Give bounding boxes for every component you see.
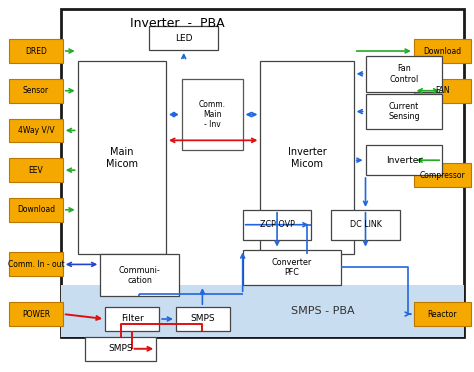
Text: Comm.
Main
- Inv: Comm. Main - Inv — [199, 100, 226, 129]
Bar — [9, 119, 63, 142]
Text: Inverter
Micom: Inverter Micom — [288, 147, 327, 169]
Text: Converter
PFC: Converter PFC — [272, 258, 312, 277]
Bar — [365, 145, 442, 175]
Bar — [414, 302, 471, 326]
Text: Inverter  -  PBA: Inverter - PBA — [130, 17, 224, 30]
Text: POWER: POWER — [22, 310, 50, 318]
Text: Compressor: Compressor — [419, 171, 465, 180]
Bar — [414, 163, 471, 187]
Text: Current
Sensing: Current Sensing — [388, 102, 419, 121]
Text: Filter: Filter — [121, 314, 144, 324]
Bar — [260, 61, 354, 254]
Text: Sensor: Sensor — [23, 86, 49, 95]
Bar — [182, 79, 243, 150]
Text: Download: Download — [423, 46, 461, 55]
Text: Fan
Control: Fan Control — [389, 64, 419, 84]
Bar — [149, 26, 218, 50]
Bar — [9, 198, 63, 222]
Bar — [414, 79, 471, 103]
Bar — [243, 210, 311, 240]
Bar — [365, 94, 442, 129]
Bar — [61, 285, 464, 337]
Text: LED: LED — [175, 33, 192, 43]
Bar — [78, 61, 166, 254]
Bar — [331, 210, 400, 240]
Bar — [9, 39, 63, 63]
Bar — [9, 158, 63, 182]
Text: Inverter: Inverter — [386, 156, 422, 165]
Bar — [85, 337, 156, 361]
Text: Download: Download — [17, 205, 55, 214]
Bar — [176, 307, 230, 331]
Text: FAN: FAN — [435, 86, 449, 95]
Text: Communi-
cation: Communi- cation — [118, 266, 160, 285]
Text: ZCP OVP: ZCP OVP — [260, 220, 294, 229]
Text: EEV: EEV — [28, 166, 43, 174]
Bar — [243, 250, 341, 285]
Bar — [365, 56, 442, 92]
Bar — [9, 79, 63, 103]
Bar — [100, 254, 179, 296]
Bar — [414, 39, 471, 63]
Text: SMPS: SMPS — [109, 344, 133, 353]
Bar — [61, 9, 464, 337]
Bar — [9, 253, 63, 276]
Text: Comm. In - out: Comm. In - out — [8, 260, 64, 269]
Text: SMPS: SMPS — [191, 314, 215, 324]
Text: SMPS - PBA: SMPS - PBA — [291, 306, 355, 316]
Bar — [9, 302, 63, 326]
Text: 4Way V/V: 4Way V/V — [18, 126, 54, 135]
Text: DRED: DRED — [25, 46, 47, 55]
Text: Main
Micom: Main Micom — [106, 147, 138, 169]
Bar — [105, 307, 159, 331]
Text: Reactor: Reactor — [428, 310, 457, 318]
Text: DC LINK: DC LINK — [349, 220, 382, 229]
